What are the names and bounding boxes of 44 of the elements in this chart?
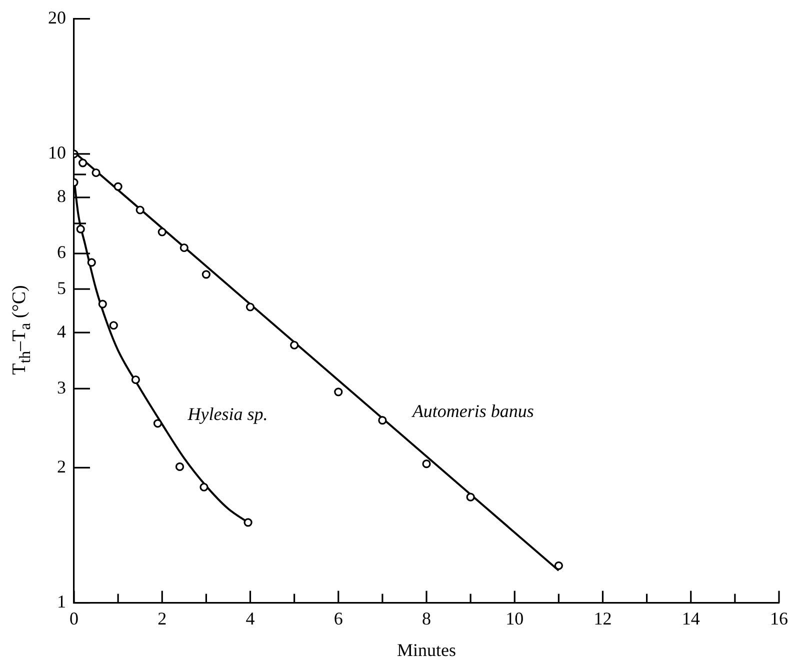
x-tick-label: 2 <box>158 608 167 628</box>
x-tick-label: 10 <box>506 608 524 628</box>
point <box>76 224 85 234</box>
x-tick-label: 12 <box>594 608 612 628</box>
point <box>175 462 184 472</box>
point <box>334 388 343 396</box>
point <box>180 243 188 252</box>
x-tick-label: 4 <box>246 608 255 628</box>
point <box>92 168 100 178</box>
x-axis-title: Minutes <box>396 640 456 660</box>
point <box>244 518 252 527</box>
point <box>158 228 166 236</box>
point <box>466 492 475 502</box>
x-tick-label: 8 <box>422 608 431 628</box>
series-label: Hylesia sp. <box>186 404 268 424</box>
y-tick-label: 4 <box>57 321 66 342</box>
y-tick-label: 2 <box>57 456 66 476</box>
y-tick-label: 6 <box>57 242 66 262</box>
point <box>554 561 563 570</box>
x-tick-label: 6 <box>334 608 343 628</box>
point <box>378 416 387 425</box>
y-tick-label: 3 <box>57 377 66 398</box>
point <box>200 482 208 492</box>
y-tick-label: 20 <box>48 8 66 28</box>
y-tick-label: 5 <box>57 278 66 298</box>
point <box>114 182 122 191</box>
point <box>153 419 162 428</box>
x-tick-label: 0 <box>70 608 78 628</box>
point <box>136 206 144 214</box>
series-label: Automeris banus <box>411 401 534 422</box>
x-tick-label: 16 <box>770 608 788 628</box>
point <box>109 321 118 330</box>
point <box>202 270 210 279</box>
point <box>98 300 107 308</box>
y-tick-label: 1 <box>57 592 66 612</box>
point <box>78 158 88 168</box>
point <box>422 460 431 468</box>
point <box>87 258 96 267</box>
point <box>131 375 140 384</box>
y-tick-label: 8 <box>57 186 66 206</box>
point <box>290 340 299 350</box>
point <box>246 302 255 312</box>
y-tick-label: 10 <box>48 142 66 163</box>
x-tick-label: 14 <box>682 608 700 628</box>
